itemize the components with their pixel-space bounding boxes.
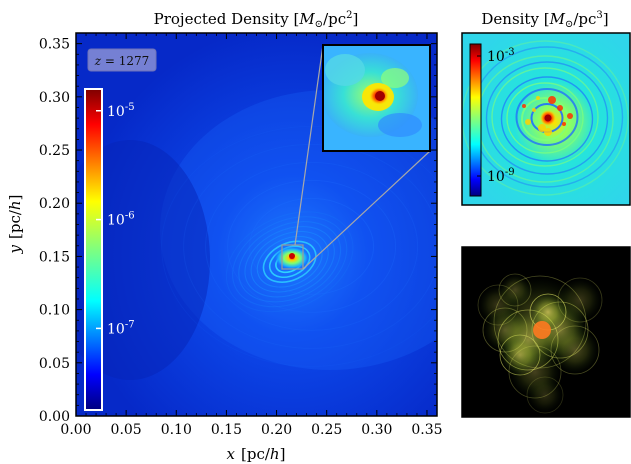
y-tick-label: 0.05	[39, 356, 70, 372]
colorbar-tick-label: 10-5	[107, 102, 135, 120]
colorbar-tick-label: 10-3	[487, 47, 515, 65]
x-tick-label: 0.10	[161, 422, 192, 438]
right-top-title: Density [M⊙/pc3]	[481, 10, 608, 30]
right-top-frame	[461, 32, 631, 206]
right-top-colorbar: 10-3 10-9	[469, 43, 515, 197]
x-tick-label: 0.35	[411, 422, 442, 438]
y-tick-label: 0.25	[39, 143, 70, 159]
x-tick-label: 0.30	[361, 422, 392, 438]
y-tick-label: 0.00	[39, 409, 70, 425]
x-tick-label: 0.20	[261, 422, 292, 438]
x-tick-label: 0.15	[211, 422, 242, 438]
x-axis-label: x [pc/h]	[227, 445, 286, 463]
y-tick-label: 0.30	[39, 90, 70, 106]
x-tick-label: 0.05	[111, 422, 142, 438]
main-axes: 0.00 0.05 0.10 0.15 0.20 0.25 0.30 0.35 0.00 0.05…	[39, 33, 443, 438]
redshift-badge: z = 1277	[87, 48, 157, 72]
main-colorbar: 10-5 10-6 10-7	[84, 88, 135, 411]
zoom-connector-top	[294, 44, 324, 246]
density-peak	[289, 253, 295, 259]
zoom-inset	[322, 44, 431, 152]
y-axis-label: y[pc/h]	[6, 195, 24, 255]
zoom-connector-bottom	[302, 150, 431, 270]
x-tick-label: 0.25	[311, 422, 342, 438]
zoom-box	[281, 244, 304, 270]
y-tick-label: 0.15	[39, 249, 70, 265]
y-tick-label: 0.35	[39, 37, 70, 53]
main-title: Projected Density [M⊙/pc2]	[154, 10, 359, 30]
colorbar-tick-label: 10-6	[107, 211, 135, 229]
svg-text:z = 1277: z = 1277	[94, 54, 150, 68]
x-tick-label: 0.00	[60, 422, 91, 438]
volume-render	[462, 247, 630, 417]
colorbar-tick-label: 10-9	[487, 167, 515, 185]
y-tick-label: 0.10	[39, 303, 70, 319]
right-bottom-frame	[461, 246, 631, 418]
colorbar-tick-label: 10-7	[107, 319, 135, 337]
y-tick-label: 0.20	[39, 196, 70, 212]
